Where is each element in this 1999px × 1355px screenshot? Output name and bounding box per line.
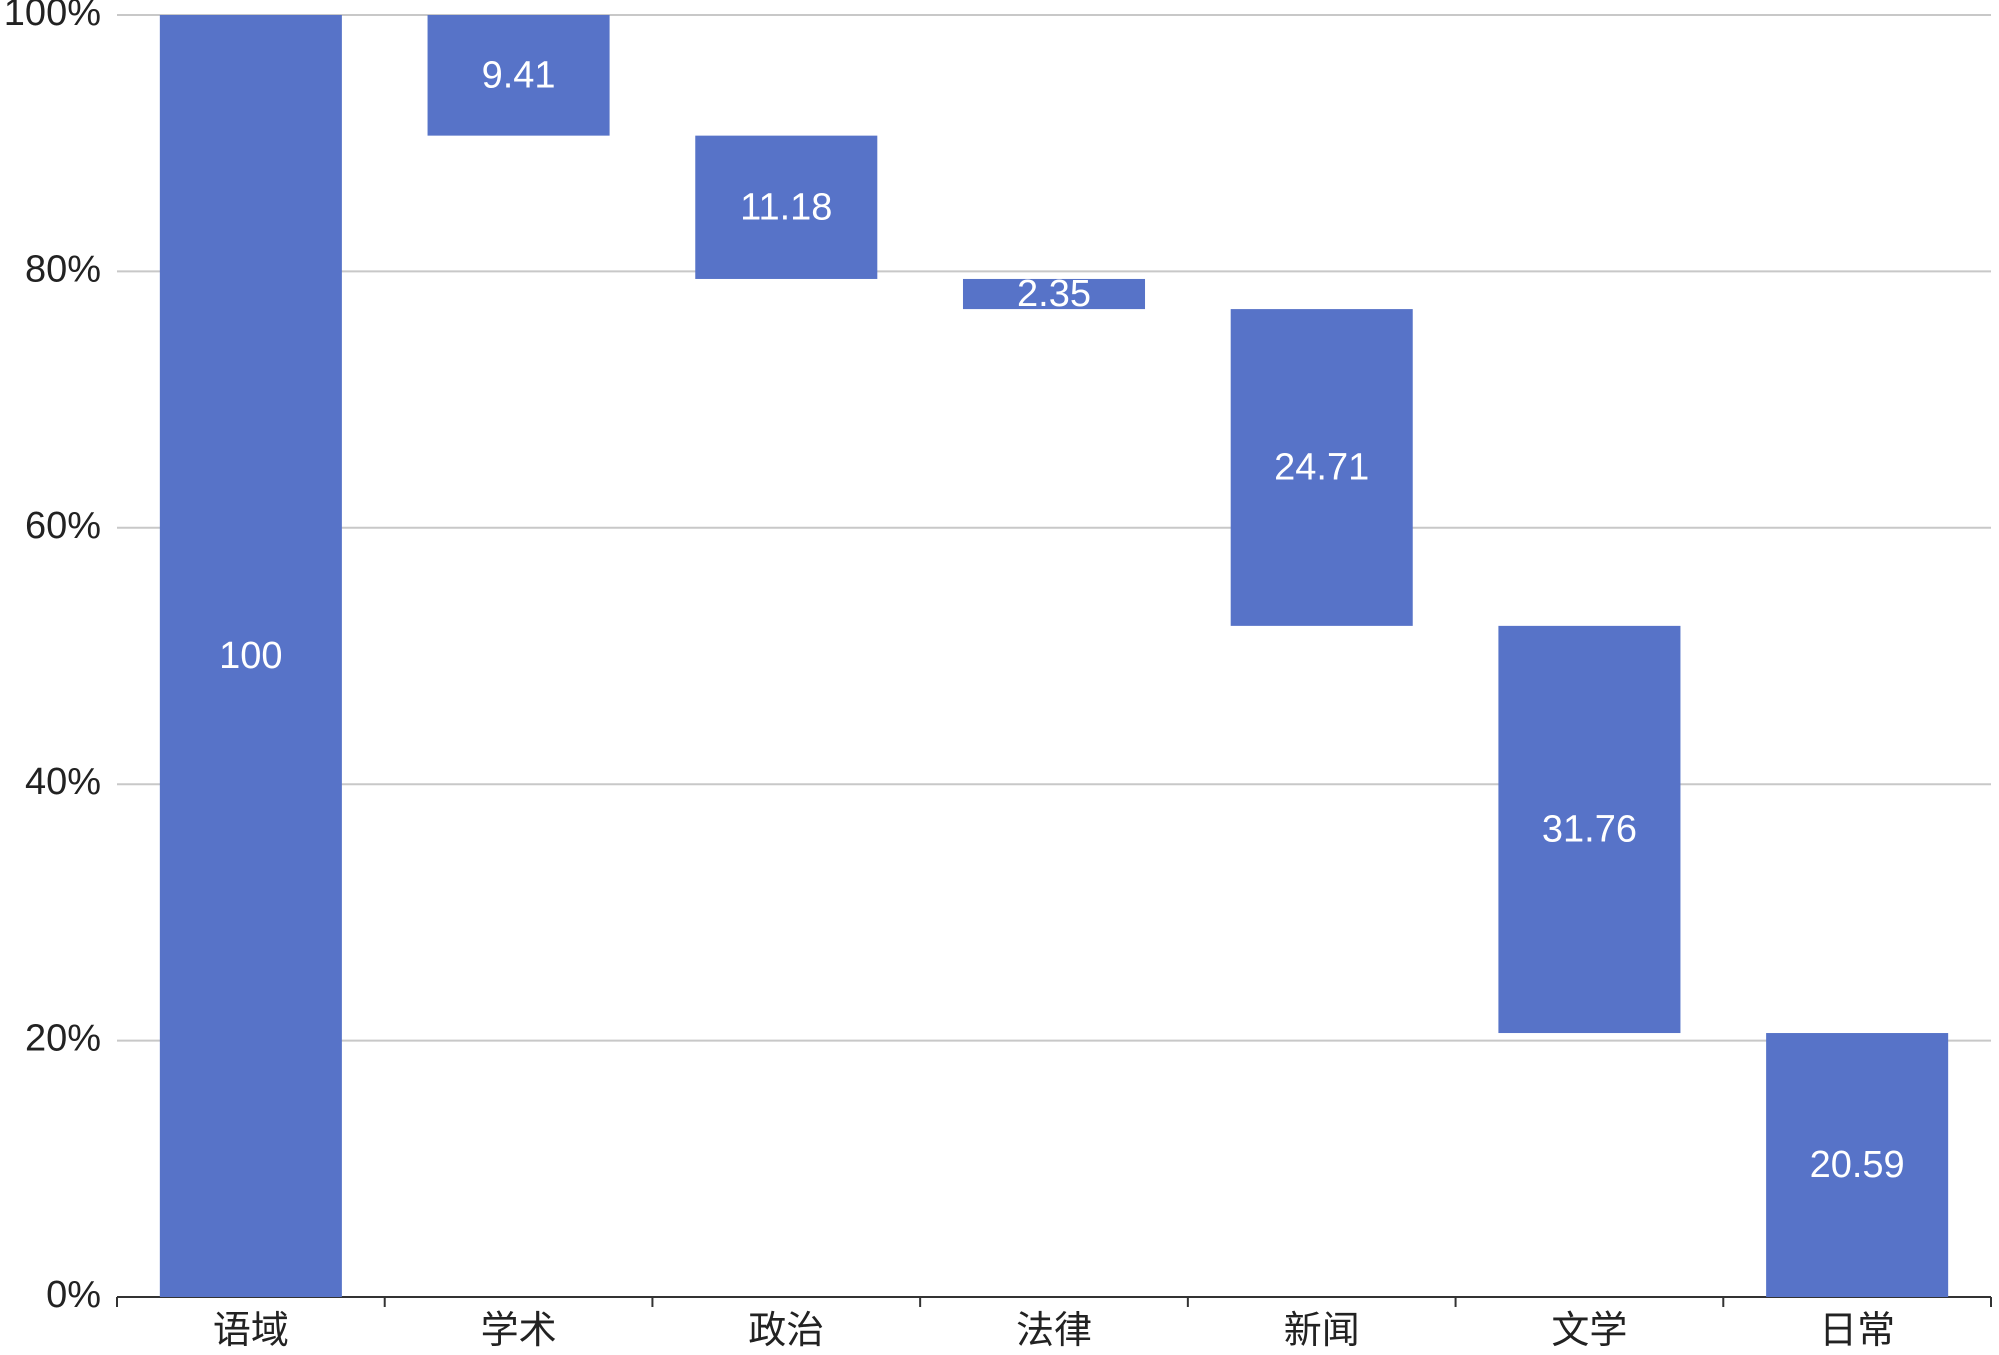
y-tick-label: 100% — [4, 0, 101, 34]
x-tick-label: 政治 — [748, 1310, 824, 1352]
y-tick-label: 80% — [25, 248, 101, 290]
x-tick-label: 学术 — [481, 1310, 557, 1352]
bar — [427, 15, 610, 136]
bar — [1230, 309, 1413, 626]
x-tick-label: 日常 — [1819, 1310, 1895, 1352]
y-tick-label: 0% — [46, 1274, 101, 1316]
value-label: 24.71 — [1274, 447, 1369, 489]
y-tick-label: 60% — [25, 505, 101, 547]
value-label: 9.41 — [482, 54, 556, 96]
value-label: 100 — [219, 635, 282, 677]
value-label: 31.76 — [1542, 808, 1637, 850]
bar — [159, 15, 342, 1297]
y-tick-label: 20% — [25, 1018, 101, 1060]
value-label: 11.18 — [740, 186, 832, 228]
x-tick-label: 新闻 — [1284, 1310, 1360, 1352]
bar — [1766, 1033, 1949, 1297]
value-label: 20.59 — [1810, 1144, 1905, 1186]
value-label: 2.35 — [1017, 273, 1091, 315]
y-tick-label: 40% — [25, 761, 101, 803]
x-tick-label: 语域 — [213, 1310, 289, 1352]
x-tick-label: 文学 — [1551, 1310, 1627, 1352]
bar — [962, 278, 1146, 310]
bar — [1498, 625, 1681, 1034]
bar — [695, 135, 878, 279]
x-tick-label: 法律 — [1016, 1310, 1092, 1352]
